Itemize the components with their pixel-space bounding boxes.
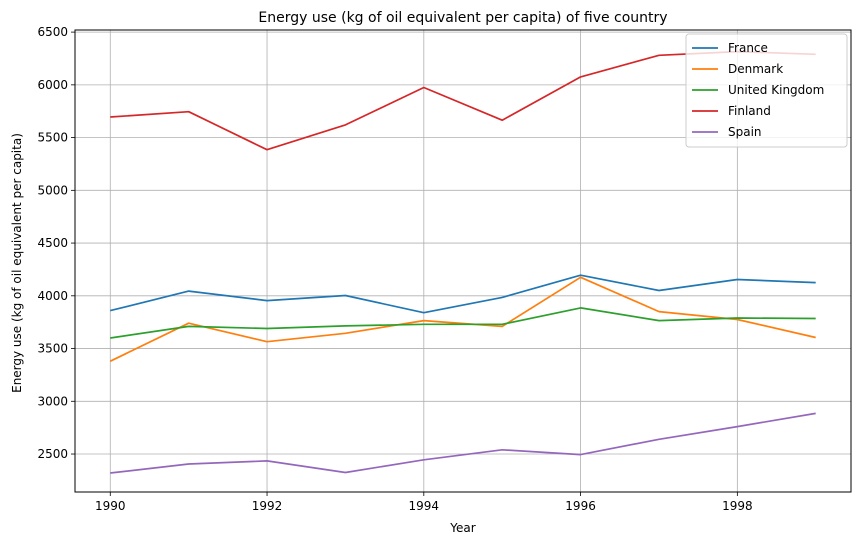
- y-axis-ticks: 2500 3000 3500 4000 4500 5000 5500 6000 6500: [37, 25, 75, 461]
- x-tick-label: 1990: [95, 499, 126, 513]
- y-tick-label: 6000: [37, 78, 68, 92]
- y-tick-label: 5500: [37, 131, 68, 145]
- x-axis-ticks: 1990 1992 1994 1996 1998: [95, 492, 753, 513]
- legend-label: France: [728, 41, 768, 55]
- y-tick-label: 4000: [37, 289, 68, 303]
- x-axis-title: Year: [449, 521, 475, 535]
- legend-label: Spain: [728, 125, 762, 139]
- series-line-france: [110, 274, 816, 314]
- legend-box: [685, 33, 848, 148]
- series-line-united-kingdom: [110, 307, 816, 339]
- y-tick-label: 2500: [37, 447, 68, 461]
- series-line-spain: [110, 412, 816, 474]
- x-tick-label: 1994: [409, 499, 440, 513]
- y-tick-label: 6500: [37, 25, 68, 39]
- y-tick-label: 4500: [37, 236, 68, 250]
- legend-label: Denmark: [728, 62, 783, 76]
- y-tick-label: 5000: [37, 183, 68, 197]
- legend-label: United Kingdom: [728, 83, 824, 97]
- y-axis-title: Energy use (kg of oil equivalent per cap…: [10, 133, 24, 393]
- series-lines: [109, 50, 816, 474]
- x-tick-label: 1992: [252, 499, 283, 513]
- y-tick-label: 3500: [37, 342, 68, 356]
- legend: France Denmark United Kingdom Finland Spain: [685, 33, 848, 148]
- chart-title: Energy use (kg of oil equivalent per cap…: [258, 10, 667, 26]
- x-tick-label: 1996: [565, 499, 596, 513]
- plot-frame: [74, 29, 852, 493]
- y-tick-label: 3000: [37, 394, 68, 408]
- x-tick-label: 1998: [722, 499, 753, 513]
- legend-label: Finland: [728, 104, 771, 118]
